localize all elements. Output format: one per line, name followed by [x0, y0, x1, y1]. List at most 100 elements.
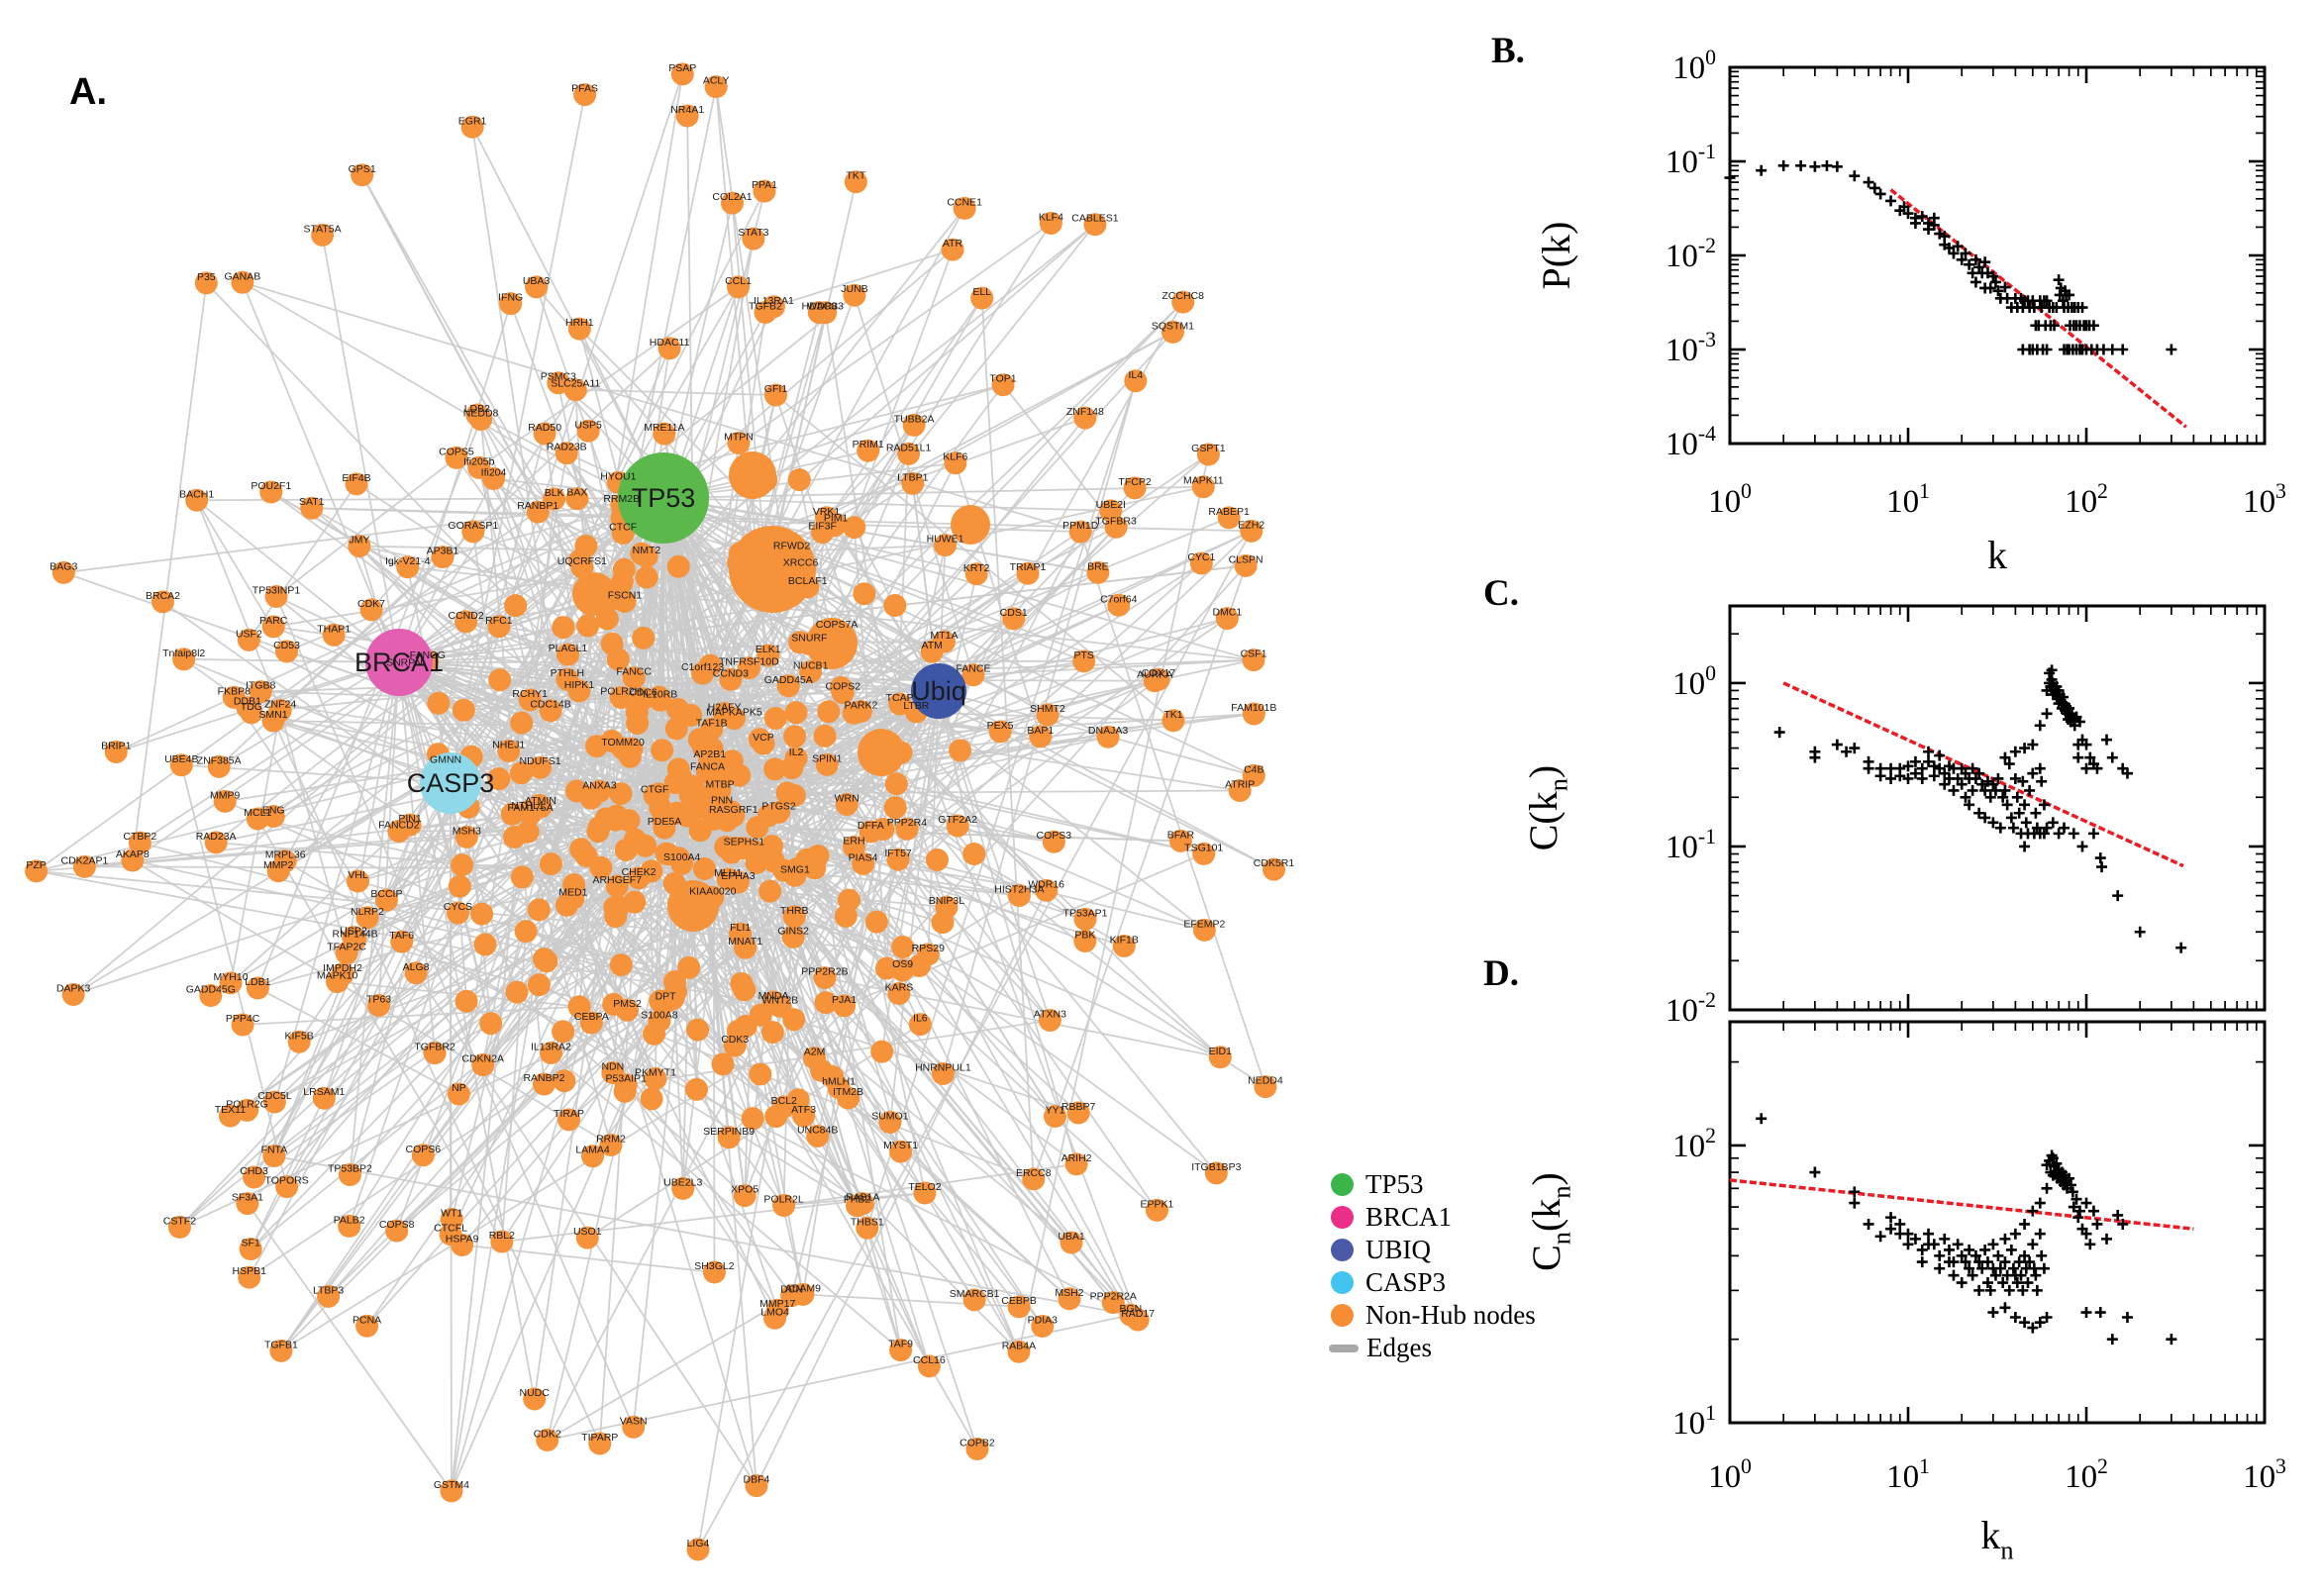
network-node: [843, 283, 866, 307]
network-node: [1101, 1291, 1125, 1315]
network-edge: [464, 621, 612, 1146]
node-label: CDK3: [721, 1034, 749, 1046]
network-node: [844, 170, 867, 194]
scatter-point: [2083, 320, 2095, 332]
scatter-point: [2072, 1212, 2084, 1224]
scatter-point: [2068, 828, 2079, 840]
network-edge: [612, 849, 628, 1005]
network-edge: [547, 1294, 793, 1442]
node-label: ERCC8: [1016, 1167, 1052, 1179]
network-edge: [699, 830, 731, 1138]
node-label: UNC84B: [797, 1125, 838, 1137]
node-label: RFC1: [485, 615, 513, 627]
node-label: TAF9: [888, 1339, 913, 1350]
network-node: [775, 781, 799, 805]
node-label: UQCRFS1: [557, 555, 607, 567]
axis-text: 101: [1886, 479, 1930, 520]
scatter-point: [2001, 292, 2013, 304]
scatter-point: [2065, 716, 2076, 728]
scatter-point: [2070, 711, 2082, 723]
node-label: RAD50: [528, 422, 561, 434]
scatter-point: [1973, 1256, 1985, 1268]
node-label: BCL2: [771, 1095, 797, 1107]
network-edge: [259, 691, 601, 1445]
node-label: USF2: [236, 628, 262, 640]
scatter-point: [1970, 276, 1981, 288]
scatter-point: [2068, 320, 2079, 332]
network-edge: [242, 281, 1081, 533]
scatter-point: [2017, 344, 2029, 355]
network-node: [231, 1013, 254, 1037]
scatter-point: [1923, 746, 1935, 757]
node-label: PPP2R2A: [1090, 1291, 1137, 1303]
scatter-point: [1999, 1256, 2011, 1268]
network-edge: [438, 702, 681, 778]
network-node: [763, 706, 787, 730]
network-edge: [243, 1005, 580, 1026]
scatter-point: [1952, 1239, 1964, 1250]
network-node: [576, 614, 600, 638]
network-edge: [256, 987, 459, 1095]
data-points: [1773, 664, 2187, 953]
network-node: [941, 238, 964, 261]
scatter-point: [2065, 1179, 2076, 1191]
scatter-point: [2094, 1307, 2106, 1319]
scatter-point: [1795, 159, 1807, 171]
network-node: [1215, 607, 1239, 631]
node-label: POLR2L: [763, 1194, 803, 1206]
network-node: [883, 594, 907, 618]
scatter-point: [2053, 684, 2065, 696]
network-node: [817, 700, 841, 724]
scatter-point: [1902, 772, 1914, 784]
node-label: BCLAF1: [788, 575, 828, 587]
scatter-point: [2019, 1218, 2031, 1230]
node-label: TRIAP1: [1010, 561, 1047, 573]
scatter-point: [2020, 1262, 2032, 1274]
node-label: MAPKAPK5: [706, 707, 762, 719]
scatter-point: [2019, 1249, 2031, 1261]
network-node: [528, 793, 552, 817]
network-node: [704, 75, 728, 99]
node-label: MRE11A: [644, 422, 684, 434]
scatter-point: [2080, 1197, 2092, 1209]
network-node: [374, 888, 398, 912]
network-node: [856, 1216, 879, 1240]
network-node: [25, 859, 49, 883]
node-label: CDS1: [1000, 607, 1028, 619]
network-edge: [275, 456, 457, 598]
node-label: RAB4A: [1002, 1340, 1036, 1351]
scatter-point: [2106, 751, 2118, 763]
scatter-point: [1999, 751, 2011, 763]
scatter-point: [1874, 1231, 1886, 1243]
network-node: [782, 905, 806, 929]
node-label: TP63: [366, 993, 391, 1005]
scatter-point: [1984, 282, 1996, 294]
network-node: [609, 686, 633, 710]
network-node: [536, 1429, 559, 1452]
network-edge: [662, 497, 1111, 512]
scatter-point: [1863, 176, 1874, 188]
network-node: [488, 668, 512, 692]
scatter-point: [2047, 689, 2059, 701]
network-node: [317, 1284, 341, 1308]
scatter-point: [2030, 320, 2042, 332]
node-label: P53AIP1: [606, 1073, 648, 1085]
node-label: RANBP1: [517, 500, 558, 512]
panel-label-b: B.: [1491, 31, 1525, 71]
network-node: [684, 1077, 708, 1101]
scatter-point: [1979, 784, 1991, 796]
scatter-point: [2017, 1284, 2029, 1296]
network-node: [602, 587, 626, 611]
node-label: CSF1: [1241, 648, 1267, 660]
scatter-point: [1979, 256, 1991, 268]
network-node: [311, 223, 335, 247]
node-label: COPS8: [379, 1219, 415, 1231]
node-label: BRIP1: [101, 740, 132, 751]
panel-b-plot: 100 10-1 10-2 10-3 10-4 100 101 102 103 k P(k): [1534, 46, 2286, 577]
scatter-point: [1885, 195, 1897, 207]
axis-text: kn: [1980, 1513, 2013, 1564]
network-node: [1192, 842, 1216, 865]
network-node: [666, 697, 690, 721]
node-label: MSH2: [1055, 1287, 1083, 1299]
network-node: [733, 978, 757, 1002]
